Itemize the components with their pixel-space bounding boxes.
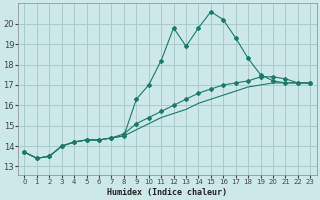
- X-axis label: Humidex (Indice chaleur): Humidex (Indice chaleur): [108, 188, 228, 197]
